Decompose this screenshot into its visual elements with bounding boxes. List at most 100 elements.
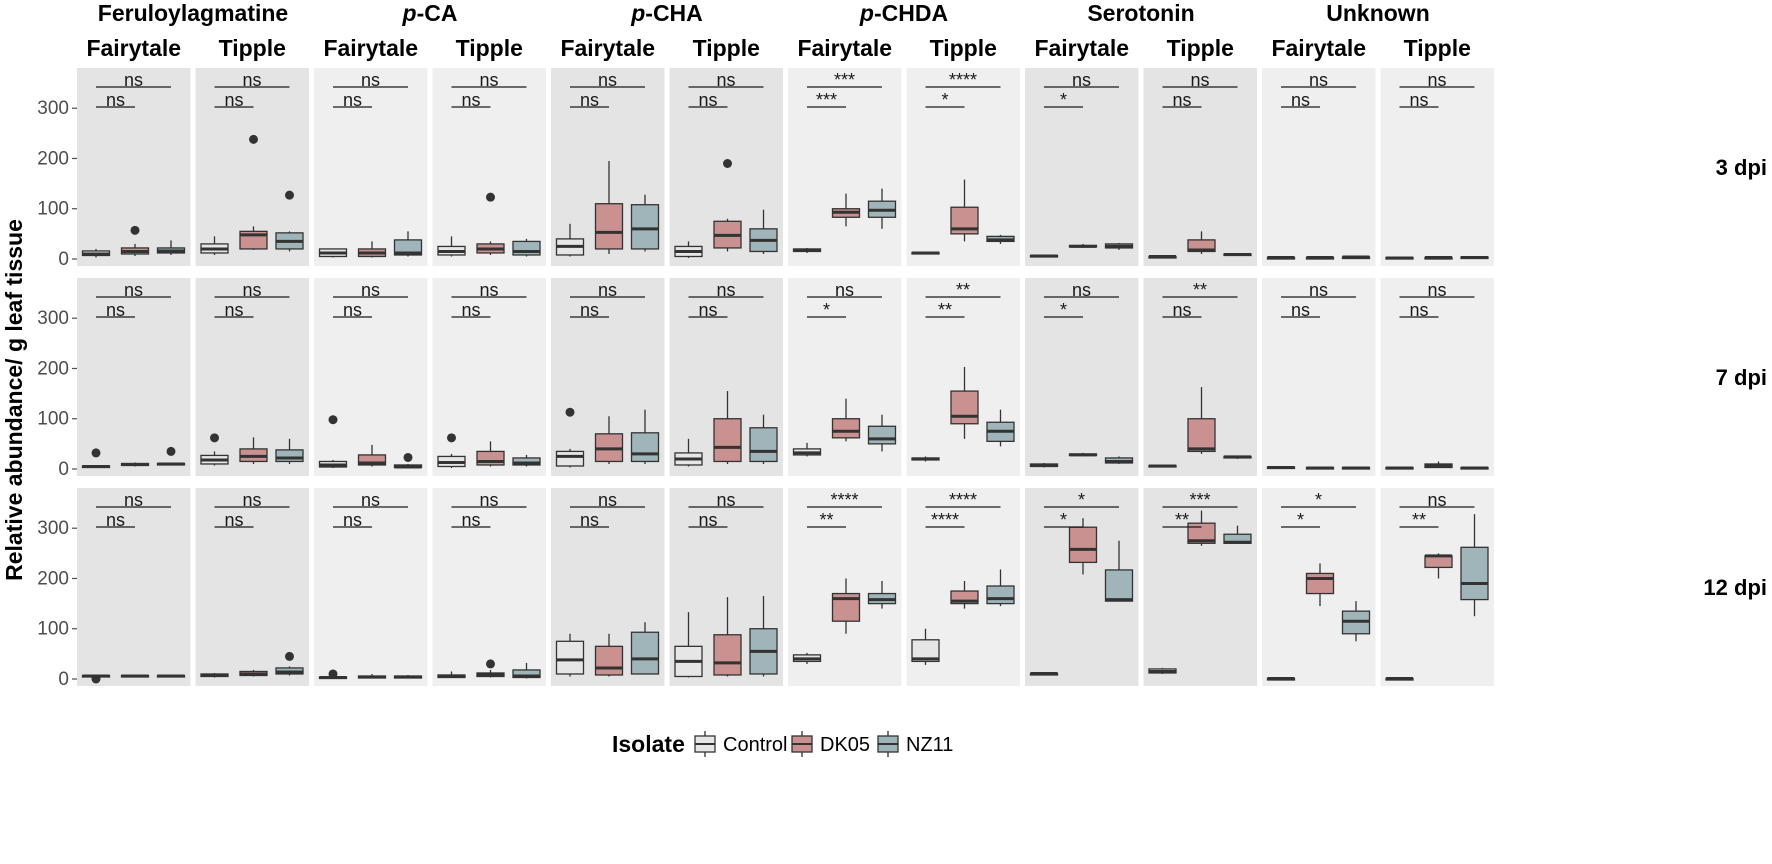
sig-label: ns [343, 90, 362, 110]
sig-label: ** [1193, 280, 1207, 300]
panel-background [432, 68, 546, 266]
y-tick-label: 200 [37, 148, 69, 169]
box [555, 450, 585, 467]
box [1460, 546, 1489, 601]
row-labels: 3 dpi 7 dpi 12 dpi [1703, 155, 1767, 600]
panel-background [1380, 68, 1494, 266]
box [555, 640, 585, 675]
sig-label: * [1297, 510, 1304, 530]
sig-label: ns [1409, 90, 1428, 110]
cultivar-header: Fairytale [560, 35, 655, 61]
sig-label: ns [1291, 300, 1310, 320]
y-axis-label: Relative abundance/ g leaf tissue [1, 219, 27, 581]
panel-background [77, 488, 191, 686]
outlier-point [565, 407, 575, 417]
y-axes: 0 100 200 300 0 100 200 300 0 100 200 300 [37, 98, 77, 690]
sig-label: ** [956, 280, 970, 300]
y-tick-label: 100 [37, 199, 69, 220]
panel: ns** [1380, 488, 1494, 686]
panel-grid: nsnsnsnsnsnsnsnsnsnsnsns***********ns*ns… [77, 68, 1494, 686]
legend-label: Control [723, 734, 787, 756]
outlier-point [447, 433, 456, 443]
sig-label: ns [1427, 70, 1446, 90]
sig-label: ** [1412, 510, 1426, 530]
panel-background [906, 278, 1020, 476]
box [1187, 418, 1216, 453]
compound-header: Serotonin [1087, 0, 1194, 26]
sig-label: * [1060, 90, 1067, 110]
panel-background [1262, 278, 1376, 476]
panel-background [432, 278, 546, 476]
panel-background [314, 68, 428, 266]
sig-label: ns [1072, 280, 1091, 300]
cultivar-header: Tipple [1167, 35, 1234, 61]
outlier-point [249, 134, 258, 144]
sig-label: ns [1409, 300, 1428, 320]
outlier-point [91, 448, 101, 458]
panel: **** [906, 278, 1020, 476]
sig-label: ns [124, 280, 143, 300]
sig-label: *** [816, 90, 837, 110]
legend: Isolate Control DK05 NZ11 [612, 731, 953, 757]
cultivar-header: Fairytale [86, 35, 181, 61]
panel: ***** [906, 68, 1020, 266]
outlier-point [130, 225, 140, 235]
panel-background [77, 278, 191, 476]
box [911, 639, 940, 663]
sig-label: ns [361, 490, 380, 510]
sig-label: *** [834, 70, 855, 90]
sig-label: ns [1309, 70, 1328, 90]
sig-label: ns [361, 70, 380, 90]
sig-label: ns [461, 300, 480, 320]
panel-background [314, 488, 428, 686]
sig-label: ns [1309, 280, 1328, 300]
y-tick-label: 300 [37, 518, 69, 539]
panel-background [314, 278, 428, 476]
box [713, 418, 742, 463]
box [867, 425, 897, 445]
box [594, 645, 624, 676]
box [594, 203, 624, 250]
panel: ******** [906, 488, 1020, 686]
timepoint-label: 12 dpi [1703, 575, 1767, 600]
sig-label: ns [1291, 90, 1310, 110]
panel: ***** [1143, 488, 1257, 686]
y-tick-label: 300 [37, 308, 69, 329]
panel: ** [1025, 488, 1139, 686]
sig-label: ns [461, 90, 480, 110]
outlier-point [403, 452, 413, 462]
outlier-point [285, 651, 294, 661]
y-tick-label: 100 [37, 619, 69, 640]
sig-label: ns [580, 90, 599, 110]
sig-label: **** [949, 70, 977, 90]
box [831, 418, 861, 439]
panel-background [1143, 488, 1257, 686]
sig-label: ns [479, 280, 498, 300]
cultivar-header: Fairytale [1271, 35, 1366, 61]
cultivar-header: Tipple [1404, 35, 1471, 61]
timepoint-label: 3 dpi [1716, 155, 1767, 180]
cultivar-header: Fairytale [797, 35, 892, 61]
box [630, 432, 660, 463]
sig-label: ns [479, 70, 498, 90]
panel-background [195, 278, 309, 476]
legend-label: NZ11 [906, 734, 953, 756]
box [512, 669, 541, 679]
sig-label: ns [242, 280, 261, 300]
outlier-point [723, 159, 732, 168]
sig-label: ns [716, 490, 735, 510]
box [275, 449, 304, 463]
sig-label: ** [1175, 510, 1189, 530]
panel-background [1025, 68, 1139, 266]
cultivar-header: Fairytale [323, 35, 418, 61]
sig-label: ns [698, 510, 717, 530]
sig-label: ns [106, 510, 125, 530]
